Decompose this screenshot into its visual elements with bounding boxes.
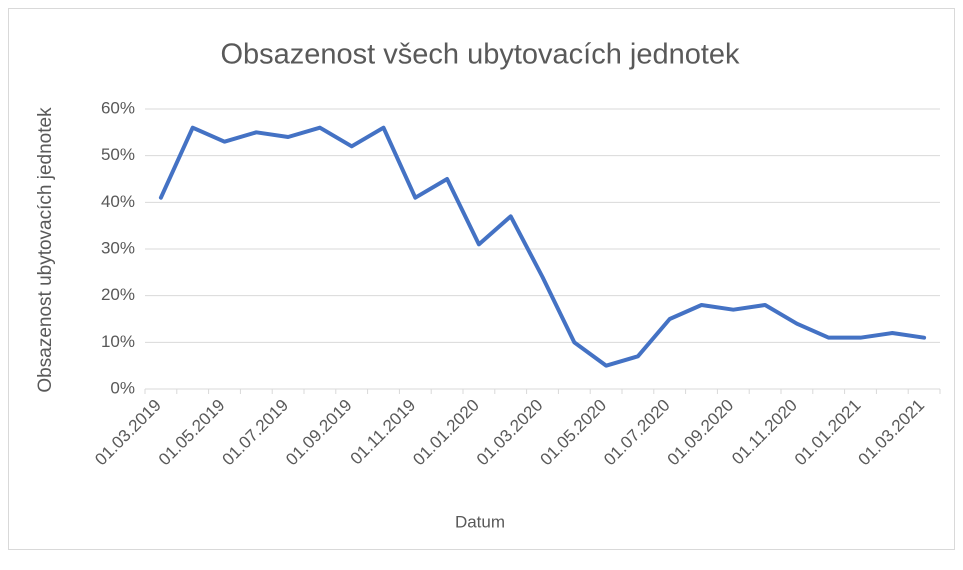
y-tick-label: 10% <box>101 332 135 351</box>
y-tick-label: 0% <box>110 378 135 397</box>
x-axis-label: Datum <box>455 512 505 531</box>
y-tick-label: 50% <box>101 145 135 164</box>
y-tick-label: 40% <box>101 192 135 211</box>
y-tick-label: 20% <box>101 285 135 304</box>
chart-border <box>8 8 955 550</box>
y-tick-label: 60% <box>101 98 135 117</box>
chart-title: Obsazenost všech ubytovacích jednotek <box>220 39 740 71</box>
line-series <box>158 125 927 368</box>
y-axis-label: Obsazenost ubytovacích jednotek <box>35 107 56 393</box>
y-tick-label: 30% <box>101 238 135 257</box>
